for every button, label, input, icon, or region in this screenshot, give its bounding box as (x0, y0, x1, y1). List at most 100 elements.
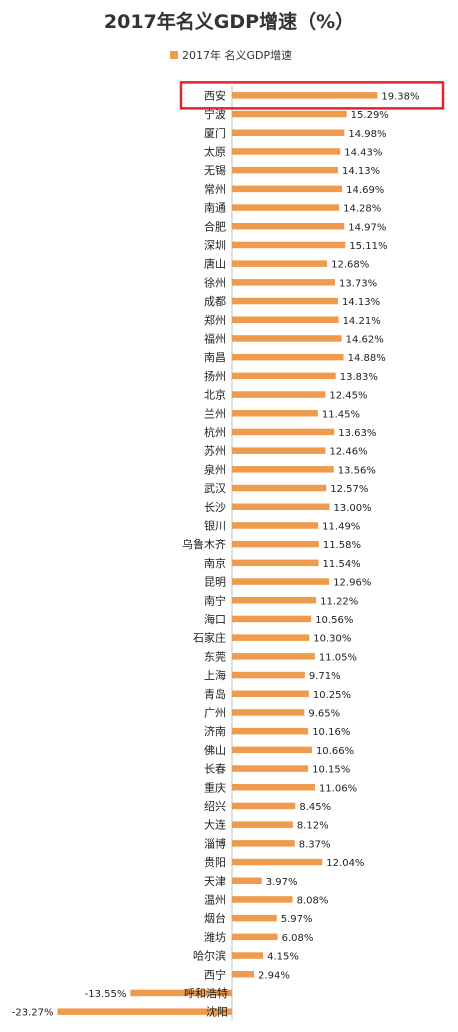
bar-大连 (232, 821, 293, 828)
data-label: 8.12% (297, 821, 329, 832)
bar-南京 (232, 559, 319, 567)
category-label: 厦门 (204, 126, 226, 140)
category-label: 福州 (204, 331, 226, 345)
data-label: 12.68% (331, 260, 369, 271)
category-label: 南宁 (204, 593, 226, 607)
data-label: 8.37% (299, 839, 331, 850)
category-label: 郑州 (204, 313, 226, 327)
category-label: 唐山 (204, 257, 226, 271)
data-label: 10.56% (315, 615, 353, 626)
bar-哈尔滨 (232, 952, 264, 959)
category-label: 合肥 (204, 219, 226, 233)
data-label: 13.83% (340, 372, 378, 383)
bar-石家庄 (232, 634, 310, 641)
data-label: 11.05% (319, 652, 357, 663)
data-label: 14.98% (348, 129, 386, 140)
category-label: 徐州 (204, 275, 226, 289)
chart-title: 2017年名义GDP增速（%） (104, 10, 354, 33)
data-label: 14.21% (343, 316, 381, 327)
bar-重庆 (232, 784, 315, 791)
category-label: 烟台 (204, 911, 226, 925)
plot-area: 西安 19.38% 宁波 15.29% 厦门 14.98% 太原 14.43% 无锡 14.13%… (12, 81, 445, 1021)
category-label: 昆明 (204, 576, 226, 589)
bar-绍兴 (232, 802, 296, 810)
category-label: 苏州 (204, 445, 226, 458)
legend-swatch (170, 51, 178, 59)
data-label: 9.65% (308, 708, 340, 719)
category-label: 潍坊 (204, 930, 226, 944)
bar-温州 (232, 896, 293, 903)
data-label: 10.30% (313, 634, 351, 645)
bar-兰州 (232, 410, 318, 417)
data-label: 11.49% (322, 521, 360, 532)
bar-苏州 (232, 447, 326, 454)
highlight-box (179, 81, 445, 110)
bar-成都 (232, 297, 338, 305)
category-label: 淄博 (204, 837, 226, 850)
category-label: 温州 (204, 893, 226, 906)
data-label: 8.45% (299, 802, 331, 813)
category-label: 深圳 (204, 239, 226, 252)
bar-西宁 (232, 971, 255, 978)
category-label: 广州 (204, 706, 226, 719)
data-label: 12.04% (326, 858, 364, 869)
data-label: -23.27% (12, 1008, 54, 1019)
category-label: 哈尔滨 (193, 949, 226, 963)
bar-南通 (232, 204, 340, 211)
category-label: 青岛 (204, 687, 226, 701)
bar-上海 (232, 671, 305, 679)
legend-label: 2017年 名义GDP增速 (182, 48, 292, 62)
data-label: -13.55% (85, 989, 127, 1000)
bar-佛山 (232, 746, 312, 754)
category-label: 海口 (204, 612, 226, 626)
bar-济南 (232, 727, 309, 735)
category-label: 南京 (204, 556, 226, 570)
bar-烟台 (232, 914, 277, 922)
bar-宁波 (232, 110, 347, 118)
data-label: 12.96% (333, 578, 371, 589)
bar-乌鲁木齐 (232, 540, 319, 548)
category-label: 杭州 (204, 425, 226, 439)
bar-天津 (232, 877, 262, 884)
data-label: 11.54% (323, 559, 361, 570)
legend: 2017年 名义GDP增速 (170, 48, 292, 62)
data-label: 15.11% (349, 241, 387, 252)
category-label: 南通 (204, 202, 226, 215)
data-label: 10.15% (312, 765, 350, 776)
data-label: 13.73% (339, 278, 377, 289)
bar-海口 (232, 615, 312, 623)
bar-贵阳 (232, 858, 323, 866)
bar-青岛 (232, 690, 309, 697)
bar-无锡 (232, 166, 338, 174)
category-label: 长春 (204, 763, 226, 776)
category-label: 南昌 (204, 351, 226, 364)
category-label: 大连 (204, 818, 226, 832)
category-label: 济南 (204, 724, 226, 738)
category-label: 扬州 (204, 369, 226, 383)
category-label: 重庆 (204, 780, 226, 794)
data-label: 11.22% (320, 596, 358, 607)
bar-郑州 (232, 316, 339, 323)
category-label: 常州 (204, 183, 226, 196)
data-label: 11.06% (319, 783, 357, 794)
bar-南宁 (232, 597, 317, 604)
category-label: 乌鲁木齐 (182, 537, 226, 551)
data-label: 14.13% (342, 297, 380, 308)
data-label: 14.88% (348, 353, 386, 364)
category-label: 东莞 (204, 650, 226, 663)
data-label: 14.97% (348, 222, 386, 233)
bar-潍坊 (232, 933, 278, 941)
category-label: 贵阳 (204, 856, 226, 869)
bar-沈阳 (57, 1008, 232, 1015)
data-label: 9.71% (309, 671, 341, 682)
bar-福州 (232, 335, 342, 342)
category-label: 太原 (204, 145, 226, 158)
category-label: 西宁 (204, 967, 226, 981)
data-label: 11.45% (322, 409, 360, 420)
data-label: 2.94% (258, 970, 290, 981)
category-label: 西安 (204, 88, 226, 102)
bar-深圳 (232, 241, 346, 249)
data-label: 8.08% (297, 895, 329, 906)
bar-淄博 (232, 840, 295, 847)
bar-泉州 (232, 466, 334, 473)
